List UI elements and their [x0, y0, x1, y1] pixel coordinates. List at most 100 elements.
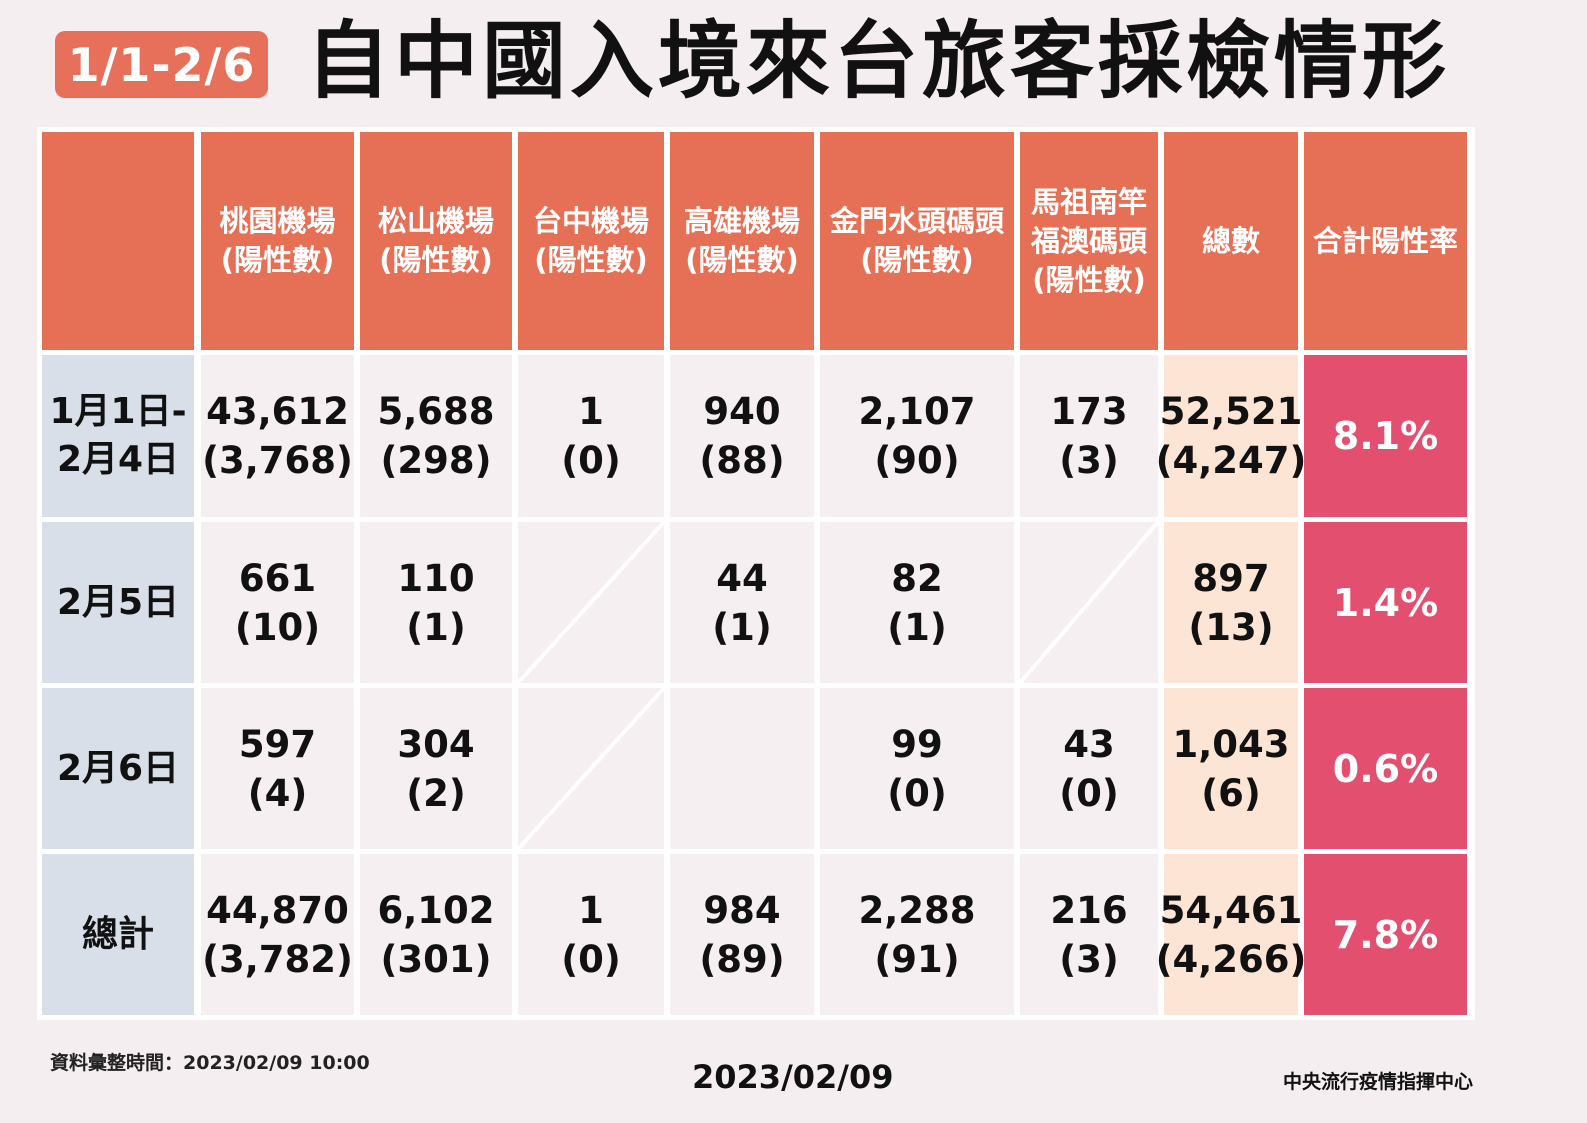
cell-value: 304	[397, 722, 475, 766]
cell-positive-count: (4,266)	[1155, 937, 1307, 981]
cell-value: 82	[891, 556, 943, 600]
data-cell: 44 (1)	[670, 522, 814, 683]
column-header-text: (陽性數)	[534, 243, 648, 277]
data-cell: 43,612 (3,768)	[201, 355, 354, 517]
cell-value: 5,688	[377, 390, 495, 433]
column-header-text: (陽性數)	[379, 243, 493, 277]
row-label: 2月5日	[42, 522, 194, 683]
data-cell: 1 (0)	[518, 854, 664, 1015]
data-table: 桃園機場 (陽性數) 松山機場 (陽性數) 台中機場 (陽性數) 高雄機場 (陽性數) 金門水頭…	[37, 127, 1475, 1020]
cell-positive-count: (91)	[874, 937, 960, 981]
cell-positive-count: (1)	[406, 605, 466, 649]
data-cell	[1020, 522, 1158, 683]
cell-positive-count: (89)	[699, 937, 785, 981]
not-applicable-slash	[518, 522, 664, 683]
data-cell: 44,870 (3,782)	[201, 854, 354, 1015]
column-header-text: 馬祖南竿	[1030, 184, 1147, 219]
cell-value: 44,870	[206, 888, 349, 932]
cell-value: 44	[716, 556, 768, 600]
row-label-text: 1月1日-	[49, 391, 187, 432]
total-cell: 897 (13)	[1164, 522, 1298, 683]
cell-value: 43,612	[206, 390, 349, 433]
column-header: 高雄機場 (陽性數)	[670, 132, 814, 350]
total-cell: 54,461 (4,266)	[1156, 854, 1306, 1015]
date-range-badge: 1/1-2/6	[55, 31, 268, 98]
cell-positive-count: (3,768)	[202, 439, 353, 482]
column-header: 金門水頭碼頭 (陽性數)	[820, 132, 1014, 350]
positivity-rate: 8.1%	[1332, 414, 1439, 458]
row-label-text: 總計	[81, 913, 154, 955]
positivity-rate-cell: 8.1%	[1304, 355, 1467, 517]
cell-value: 6,102	[377, 888, 495, 932]
cell-positive-count: (4,247)	[1155, 439, 1307, 482]
cell-positive-count: (0)	[561, 937, 621, 981]
positivity-rate: 0.6%	[1332, 746, 1439, 791]
cell-positive-count: (3,782)	[202, 937, 353, 981]
data-cell: 110 (1)	[360, 522, 512, 683]
cell-value: 2,288	[858, 888, 976, 932]
column-header-text: 總數	[1201, 223, 1260, 258]
cell-positive-count: (13)	[1188, 605, 1274, 649]
positivity-rate-cell: 7.8%	[1304, 854, 1467, 1015]
total-cell: 52,521 (4,247)	[1156, 355, 1306, 517]
column-header: 馬祖南竿 福澳碼頭 (陽性數)	[1020, 132, 1158, 350]
cell-value: 2,107	[858, 390, 976, 433]
data-cell: 6,102 (301)	[360, 854, 512, 1015]
cell-value: 984	[703, 888, 781, 932]
data-cell: 2,107 (90)	[820, 355, 1014, 517]
column-header-text: 福澳碼頭	[1030, 223, 1147, 258]
cell-value: 940	[703, 390, 781, 433]
cell-value: 597	[238, 722, 317, 766]
column-header-text: 金門水頭碼頭	[829, 204, 1004, 238]
footer-date: 2023/02/09	[692, 1058, 894, 1096]
cell-positive-count: (0)	[561, 439, 621, 482]
positivity-rate: 1.4%	[1332, 580, 1439, 625]
row-label: 2月6日	[42, 688, 194, 849]
cell-positive-count: (10)	[234, 605, 321, 649]
row-label-text: 2月5日	[56, 581, 180, 623]
row-label: 總計	[42, 854, 194, 1015]
column-header: 松山機場 (陽性數)	[360, 132, 512, 350]
data-cell: 597 (4)	[201, 688, 354, 849]
data-cell	[670, 688, 814, 849]
row-label-text: 2月4日	[56, 439, 180, 480]
data-cell: 173 (3)	[1020, 355, 1158, 517]
data-cell: 5,688 (298)	[360, 355, 512, 517]
cell-value: 1,043	[1172, 722, 1290, 766]
cell-value: 1	[578, 888, 604, 932]
data-cell: 82 (1)	[820, 522, 1014, 683]
column-header-text: (陽性數)	[685, 243, 799, 277]
positivity-rate-cell: 1.4%	[1304, 522, 1467, 683]
positivity-rate: 7.8%	[1332, 912, 1439, 957]
not-applicable-slash	[518, 688, 664, 849]
cell-value: 54,461	[1159, 888, 1303, 932]
row-label: 1月1日- 2月4日	[42, 355, 194, 517]
cell-positive-count: (88)	[699, 439, 785, 482]
cell-value: 99	[891, 722, 943, 766]
cell-value: 110	[397, 556, 475, 600]
positivity-rate-cell: 0.6%	[1304, 688, 1467, 849]
data-cell: 1 (0)	[518, 355, 664, 517]
data-cell: 984 (89)	[670, 854, 814, 1015]
cell-value: 1	[578, 390, 604, 433]
data-cell: 2,288 (91)	[820, 854, 1014, 1015]
column-header-text: 高雄機場	[683, 204, 800, 238]
column-header-text: (陽性數)	[220, 243, 335, 277]
data-cell	[518, 688, 664, 849]
column-header: 總數	[1164, 132, 1298, 350]
total-cell: 1,043 (6)	[1164, 688, 1298, 849]
cell-positive-count: (90)	[874, 439, 960, 482]
column-header-text: 合計陽性率	[1312, 223, 1458, 258]
cell-positive-count: (0)	[1059, 771, 1119, 815]
column-header-text: (陽性數)	[860, 243, 974, 277]
column-header: 台中機場 (陽性數)	[518, 132, 664, 350]
cell-value: 52,521	[1159, 390, 1303, 433]
data-cell: 661 (10)	[201, 522, 354, 683]
cell-positive-count: (1)	[712, 605, 772, 649]
not-applicable-slash	[1020, 522, 1158, 683]
cell-positive-count: (6)	[1201, 771, 1261, 815]
cell-value: 216	[1050, 888, 1128, 932]
cell-value: 43	[1063, 722, 1115, 766]
cell-positive-count: (3)	[1059, 439, 1119, 482]
data-cell	[518, 522, 664, 683]
